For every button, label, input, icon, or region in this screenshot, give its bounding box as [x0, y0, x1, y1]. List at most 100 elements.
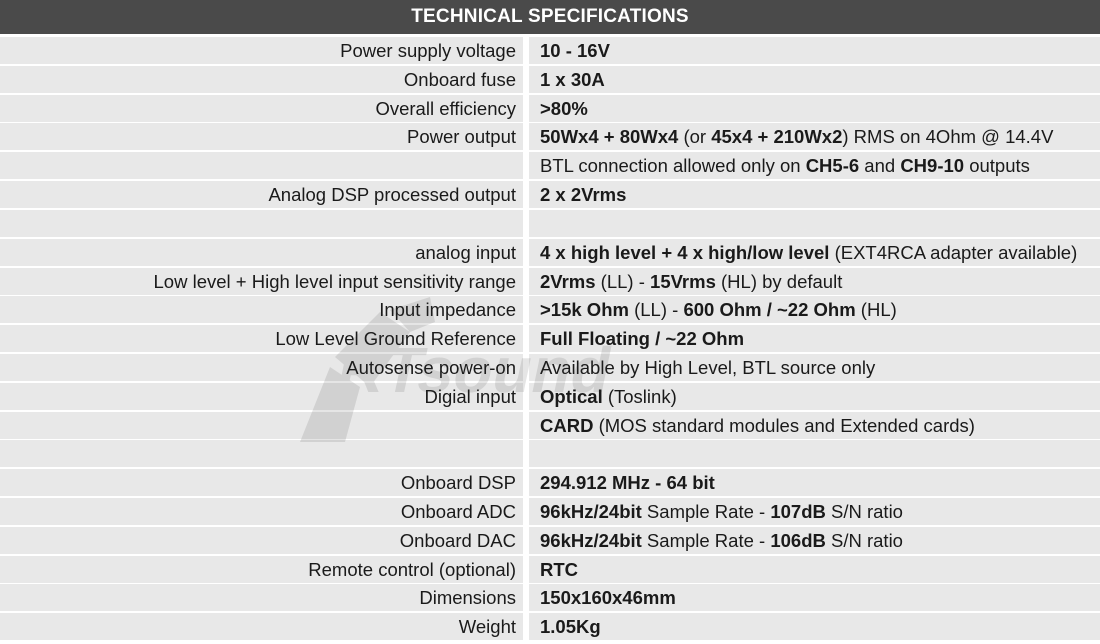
spec-value: >15k Ohm (LL) - 600 Ohm / ~22 Ohm (HL) — [529, 296, 1100, 324]
spec-value: 96kHz/24bit Sample Rate - 106dB S/N rati… — [529, 526, 1100, 554]
spec-row: analog input 4 x high level + 4 x high/lo… — [0, 238, 1100, 266]
spec-value-bold: 106dB — [770, 529, 826, 551]
spec-table-title: TECHNICAL SPECIFICATIONS — [0, 0, 1100, 34]
spec-value: 1.05Kg — [529, 613, 1100, 641]
spec-value-text: Sample Rate - — [641, 529, 771, 551]
spec-value-bold: 96kHz/24bit — [540, 501, 642, 522]
spec-row: Low level + High level input sensitivity… — [0, 267, 1100, 295]
spec-value: 50Wx4 + 80Wx4 (or 45x4 + 210Wx2) RMS on … — [529, 123, 1100, 151]
spec-value-bold: 45x4 + 210Wx2 — [711, 126, 843, 148]
spec-value: >80% — [529, 94, 1100, 122]
spec-label: Weight — [0, 613, 523, 641]
spec-value-text: S/N ratio — [825, 501, 903, 522]
spec-value-bold: 10 - 16V — [540, 40, 610, 61]
spec-value: 2Vrms (LL) - 15Vrms (HL) by default — [529, 267, 1100, 295]
spec-value-bold: 50Wx4 + 80Wx4 — [540, 126, 679, 148]
spec-row: CARD (MOS standard modules and Extended … — [0, 411, 1100, 439]
spec-value — [529, 440, 1100, 468]
spec-row: Weight 1.05Kg — [0, 613, 1100, 641]
spec-value-bold: 600 Ohm / ~22 Ohm — [683, 299, 856, 321]
spec-value-bold: 2 x 2Vrms — [540, 184, 627, 206]
spec-label: analog input — [0, 238, 523, 266]
spec-label: Low Level Ground Reference — [0, 325, 523, 353]
spec-value-bold: >80% — [540, 97, 588, 119]
spec-value-bold: 15Vrms — [650, 270, 716, 292]
spec-value-text: ) RMS on 4Ohm @ 14.4V — [842, 126, 1054, 148]
spec-value-text: (HL) by default — [715, 270, 843, 292]
spec-value-bold: CH5-6 — [805, 155, 860, 177]
spec-value-text: (HL) — [855, 299, 897, 321]
spec-label: Overall efficiency — [0, 94, 523, 122]
spec-label — [0, 209, 523, 237]
spec-value-text: (MOS standard modules and Extended cards… — [593, 414, 975, 436]
spec-value: Available by High Level, BTL source only — [529, 353, 1100, 381]
spec-value-bold: 1.05Kg — [540, 616, 601, 638]
spec-value: Full Floating / ~22 Ohm — [529, 325, 1100, 353]
spec-row: Digial input Optical (Toslink) — [0, 382, 1100, 410]
spec-value: 150x160x46mm — [529, 584, 1100, 612]
spec-label: Onboard ADC — [0, 498, 523, 525]
spec-label: Analog DSP processed output — [0, 181, 523, 209]
spec-value-text: (LL) - — [595, 270, 651, 292]
spec-label: Power output — [0, 123, 523, 151]
spec-row: Input impedance >15k Ohm (LL) - 600 Ohm /… — [0, 296, 1100, 324]
spec-label: Remote control (optional) — [0, 555, 523, 583]
title-text: TECHNICAL SPECIFICATIONS — [411, 6, 689, 27]
spec-value-text: Available by High Level, BTL source only — [540, 356, 876, 378]
spec-value-bold: 2Vrms — [540, 270, 596, 292]
spec-value-bold: 1 x 30A — [540, 68, 605, 90]
spec-label — [0, 411, 523, 439]
spec-row: BTL connection allowed only on CH5-6 and… — [0, 152, 1100, 180]
spec-row: Onboard DSP 294.912 MHz - 64 bit — [0, 469, 1100, 497]
spec-value-bold: 107dB — [770, 501, 826, 522]
spec-value: RTC — [529, 555, 1100, 583]
spec-value-bold: 294.912 MHz - 64 bit — [540, 472, 715, 494]
spec-value: 4 x high level + 4 x high/low level (EXT… — [529, 238, 1100, 266]
spec-value-bold: CARD — [540, 414, 594, 436]
spec-value-text: (Toslink) — [602, 385, 677, 407]
spec-value-text: BTL connection allowed only on — [540, 155, 806, 177]
spec-value-bold: >15k Ohm — [540, 299, 629, 321]
spec-value-text: (EXT4RCA adapter available) — [829, 241, 1078, 263]
spec-value-text: (or — [678, 126, 712, 148]
spec-value-bold: 150x160x46mm — [540, 587, 676, 609]
spec-row: Power supply voltage 10 - 16V — [0, 37, 1100, 64]
spec-value-text: S/N ratio — [825, 529, 903, 551]
spec-value: CARD (MOS standard modules and Extended … — [529, 411, 1100, 439]
spec-row: Autosense power-on Available by High Leve… — [0, 353, 1100, 381]
spec-value: BTL connection allowed only on CH5-6 and… — [529, 152, 1100, 180]
spec-row: Analog DSP processed output 2 x 2Vrms — [0, 181, 1100, 209]
spec-table: Power supply voltage 10 - 16V Onboard fuse… — [0, 37, 1100, 641]
spec-label: Onboard fuse — [0, 65, 523, 93]
spec-value — [529, 209, 1100, 237]
spec-value: 1 x 30A — [529, 65, 1100, 93]
spec-value-text: (LL) - — [628, 299, 684, 321]
spec-label: Autosense power-on — [0, 353, 523, 381]
spec-value-bold: Full Floating / ~22 Ohm — [540, 328, 745, 350]
spec-value-bold: 4 x high level + 4 x high/low level — [540, 241, 830, 263]
spec-value-bold: 96kHz/24bit — [540, 529, 642, 551]
spec-row — [0, 440, 1100, 468]
spec-value-bold: RTC — [540, 558, 579, 580]
spec-label: Digial input — [0, 382, 523, 410]
spec-value-text: Sample Rate - — [641, 501, 771, 522]
spec-value-text: and — [859, 155, 901, 177]
spec-label — [0, 440, 523, 468]
spec-value: 2 x 2Vrms — [529, 181, 1100, 209]
spec-value: 10 - 16V — [529, 37, 1100, 64]
spec-row: Onboard fuse 1 x 30A — [0, 65, 1100, 93]
spec-row: Overall efficiency >80% — [0, 94, 1100, 122]
spec-label: Low level + High level input sensitivity… — [0, 267, 523, 295]
spec-value-text: outputs — [964, 155, 1030, 177]
spec-row: Onboard ADC 96kHz/24bit Sample Rate - 107… — [0, 498, 1100, 525]
spec-value: Optical (Toslink) — [529, 382, 1100, 410]
spec-label — [0, 152, 523, 180]
spec-label: Onboard DAC — [0, 526, 523, 554]
spec-row — [0, 209, 1100, 237]
spec-value: 96kHz/24bit Sample Rate - 107dB S/N rati… — [529, 498, 1100, 525]
spec-label: Dimensions — [0, 584, 523, 612]
spec-value: 294.912 MHz - 64 bit — [529, 469, 1100, 497]
spec-row: Low Level Ground Reference Full Floating … — [0, 325, 1100, 353]
spec-label: Onboard DSP — [0, 469, 523, 497]
spec-value-bold: CH9-10 — [900, 155, 965, 177]
